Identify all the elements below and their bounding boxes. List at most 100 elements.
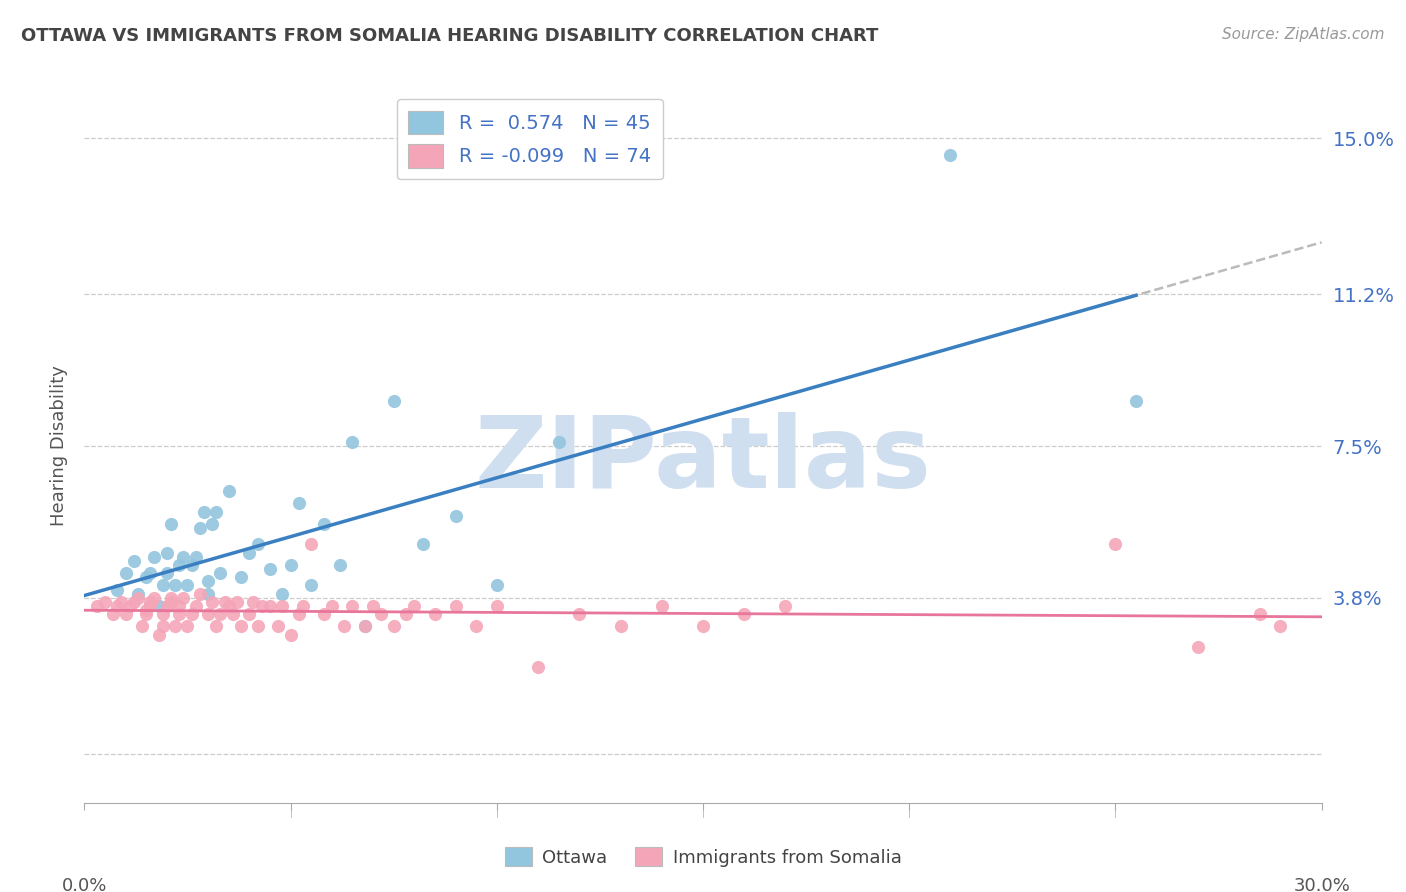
Point xyxy=(568,607,591,622)
Point xyxy=(139,595,162,609)
Point xyxy=(197,607,219,622)
Point xyxy=(139,599,162,613)
Point xyxy=(114,566,136,581)
Point xyxy=(939,148,962,162)
Point xyxy=(193,505,215,519)
Point xyxy=(152,619,174,633)
Point xyxy=(167,607,190,622)
Point xyxy=(250,599,273,613)
Point xyxy=(342,434,364,449)
Point xyxy=(395,607,418,622)
Point xyxy=(156,546,179,560)
Point xyxy=(152,607,174,622)
Point xyxy=(94,595,117,609)
Text: ZIPatlas: ZIPatlas xyxy=(475,412,931,508)
Point xyxy=(288,496,311,510)
Point xyxy=(329,558,352,572)
Point xyxy=(342,599,364,613)
Point xyxy=(118,599,141,613)
Point xyxy=(160,516,183,531)
Point xyxy=(1270,619,1292,633)
Point xyxy=(238,546,260,560)
Point xyxy=(105,599,128,613)
Point xyxy=(382,619,405,633)
Point xyxy=(1125,393,1147,408)
Point xyxy=(122,554,145,568)
Point xyxy=(527,660,550,674)
Point xyxy=(201,595,224,609)
Point xyxy=(160,591,183,605)
Point xyxy=(444,599,467,613)
Point xyxy=(184,599,207,613)
Point xyxy=(246,619,269,633)
Point xyxy=(103,607,125,622)
Point xyxy=(197,574,219,589)
Point xyxy=(110,595,132,609)
Point xyxy=(259,599,281,613)
Point xyxy=(172,549,194,564)
Point xyxy=(105,582,128,597)
Text: 30.0%: 30.0% xyxy=(1294,877,1350,892)
Point xyxy=(86,599,108,613)
Text: 0.0%: 0.0% xyxy=(62,877,107,892)
Text: Source: ZipAtlas.com: Source: ZipAtlas.com xyxy=(1222,27,1385,42)
Point xyxy=(205,619,228,633)
Point xyxy=(148,599,170,613)
Point xyxy=(127,591,149,605)
Point xyxy=(299,578,322,592)
Y-axis label: Hearing Disability: Hearing Disability xyxy=(49,366,67,526)
Point xyxy=(139,566,162,581)
Point xyxy=(127,587,149,601)
Point xyxy=(692,619,714,633)
Point xyxy=(218,484,240,499)
Point xyxy=(312,607,335,622)
Point xyxy=(176,619,198,633)
Point xyxy=(267,619,290,633)
Point xyxy=(148,627,170,641)
Point xyxy=(167,599,190,613)
Point xyxy=(444,508,467,523)
Point xyxy=(423,607,446,622)
Point xyxy=(485,599,508,613)
Point xyxy=(135,607,157,622)
Point xyxy=(246,537,269,551)
Point xyxy=(547,434,569,449)
Point xyxy=(238,607,260,622)
Legend: Ottawa, Immigrants from Somalia: Ottawa, Immigrants from Somalia xyxy=(498,840,908,874)
Point xyxy=(361,599,384,613)
Point xyxy=(143,549,166,564)
Point xyxy=(229,619,252,633)
Point xyxy=(775,599,797,613)
Point xyxy=(1104,537,1126,551)
Point xyxy=(135,603,157,617)
Legend: R =  0.574   N = 45, R = -0.099   N = 74: R = 0.574 N = 45, R = -0.099 N = 74 xyxy=(396,99,662,179)
Point xyxy=(1249,607,1271,622)
Point xyxy=(176,578,198,592)
Point xyxy=(312,516,335,531)
Point xyxy=(122,595,145,609)
Point xyxy=(156,599,179,613)
Point xyxy=(609,619,631,633)
Point xyxy=(271,599,294,613)
Point xyxy=(412,537,434,551)
Point xyxy=(242,595,264,609)
Point xyxy=(209,607,232,622)
Point xyxy=(733,607,755,622)
Point xyxy=(135,570,157,584)
Point xyxy=(131,619,153,633)
Point xyxy=(114,607,136,622)
Point xyxy=(299,537,322,551)
Point xyxy=(382,393,405,408)
Point xyxy=(165,578,187,592)
Point xyxy=(280,558,302,572)
Point xyxy=(188,521,211,535)
Point xyxy=(222,607,245,622)
Point xyxy=(209,566,232,581)
Point xyxy=(156,566,179,581)
Point xyxy=(651,599,673,613)
Point xyxy=(160,595,183,609)
Point xyxy=(201,516,224,531)
Point xyxy=(229,570,252,584)
Point xyxy=(465,619,488,633)
Point xyxy=(167,558,190,572)
